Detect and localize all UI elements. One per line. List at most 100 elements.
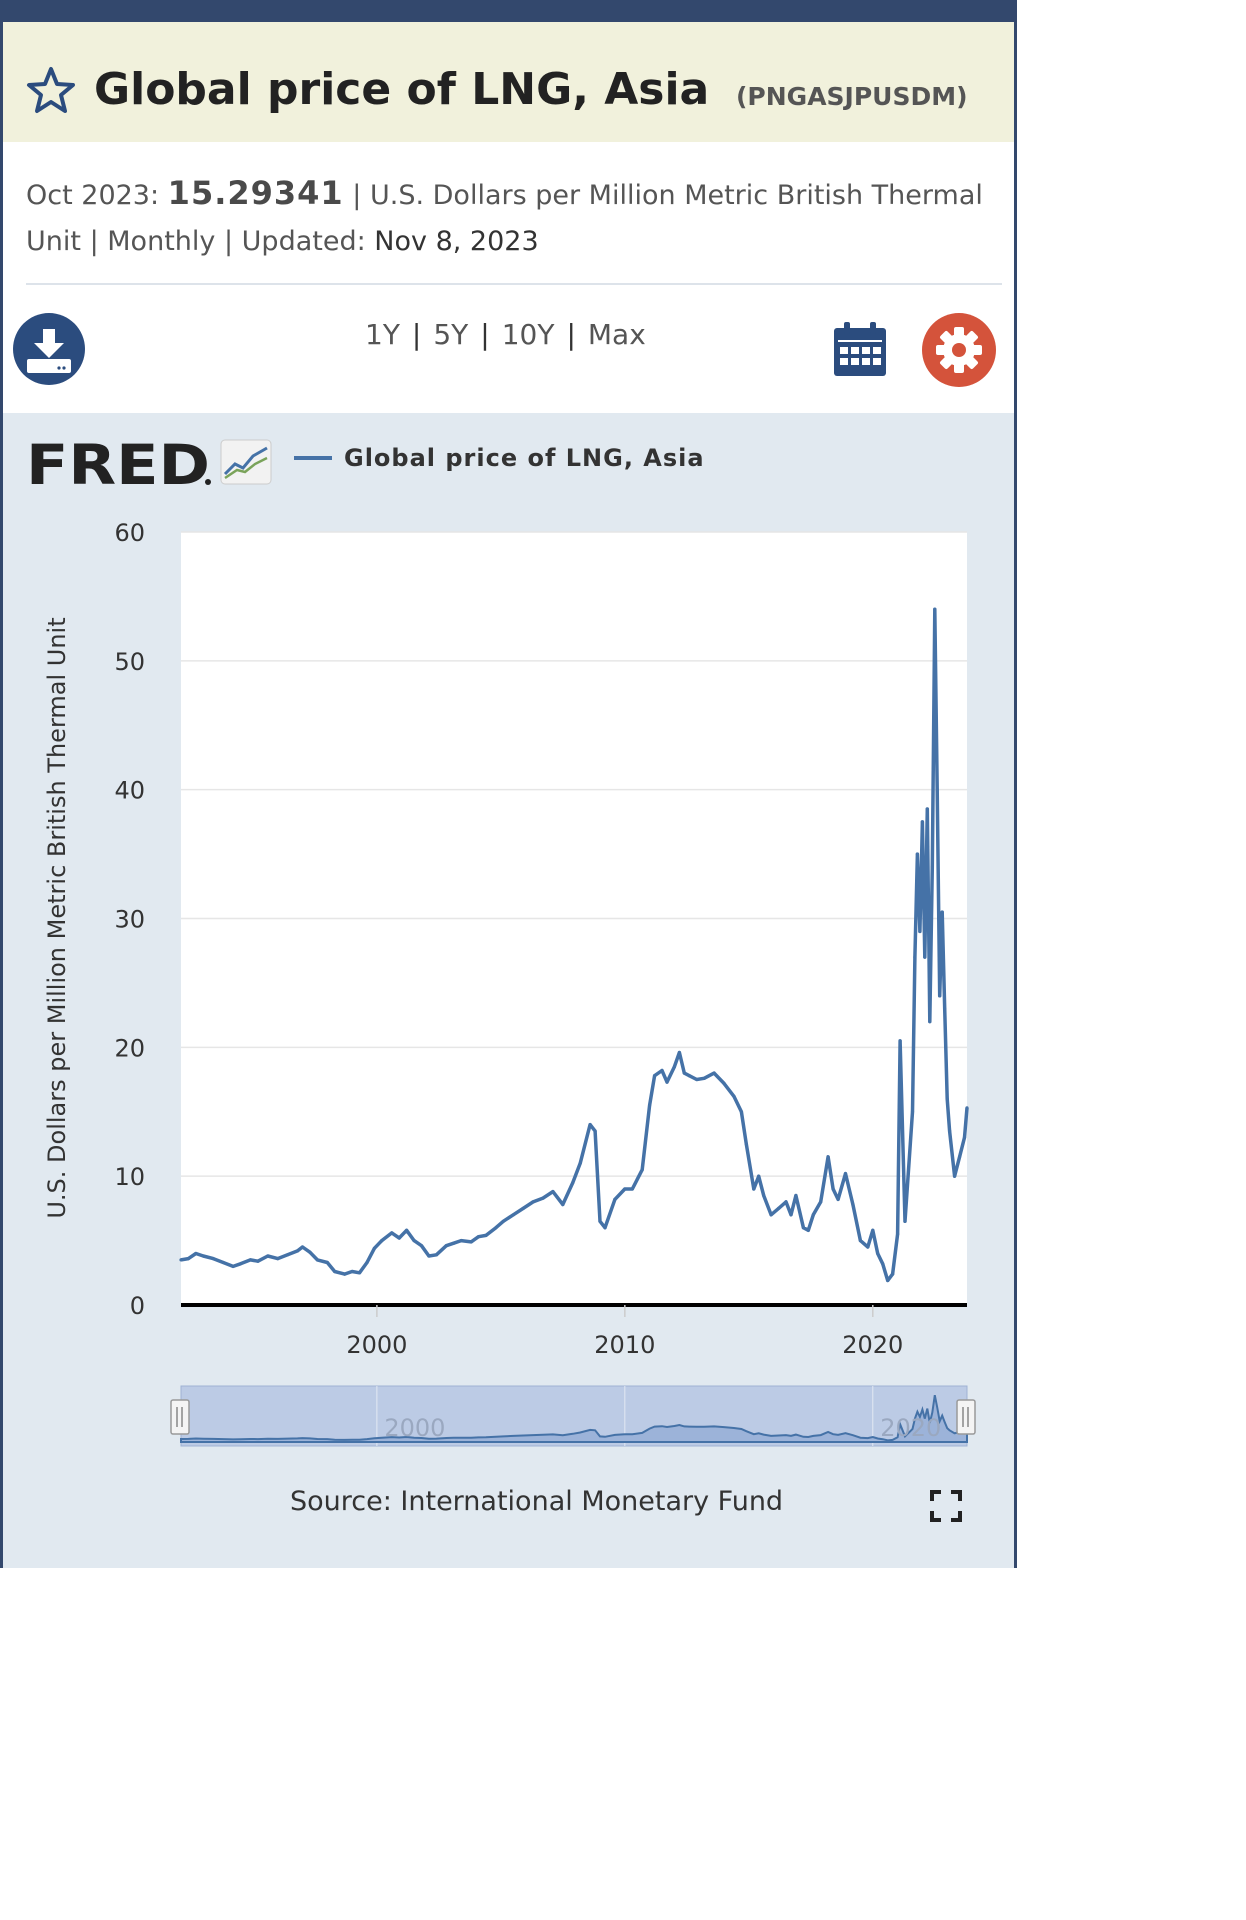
divider	[26, 283, 1002, 285]
data-point	[886, 1278, 890, 1283]
data-point	[953, 1174, 957, 1178]
range-5y[interactable]: 5Y	[433, 318, 469, 351]
data-point	[794, 1193, 798, 1198]
navigator-series	[180, 1395, 968, 1443]
latest-value: 15.29341	[167, 174, 344, 212]
data-point	[593, 1129, 597, 1133]
navigator-handle[interactable]	[956, 1399, 976, 1435]
data-point	[757, 1174, 761, 1178]
data-point	[476, 1235, 481, 1239]
navigator-handle[interactable]	[170, 1399, 190, 1435]
data-point	[744, 1142, 748, 1146]
y-tick-label: 50	[114, 648, 145, 676]
range-max[interactable]: Max	[587, 318, 646, 351]
range-nav: 1Y | 5Y | 10Y | Max	[365, 318, 646, 351]
data-point	[801, 1226, 806, 1230]
data-point	[571, 1181, 575, 1185]
data-point	[898, 1039, 902, 1043]
updated-value: Nov 8, 2023	[374, 226, 539, 257]
data-point	[896, 1232, 900, 1236]
units-label: U.S. Dollars per Million Metric British …	[26, 180, 983, 257]
data-point	[459, 1239, 463, 1243]
data-point	[915, 852, 920, 856]
data-point	[325, 1260, 329, 1265]
data-point	[866, 1245, 870, 1249]
chart-legend[interactable]: Global price of LNG, Asia	[294, 444, 705, 472]
calendar-icon[interactable]	[832, 320, 888, 378]
period-label: Oct 2023:	[26, 180, 160, 211]
data-point	[365, 1260, 369, 1265]
chart: 0 10 20 30 40 50 60 2000 2010 2020 2000 2020	[114, 519, 976, 1447]
source-note: Source: International Monetary Fund	[290, 1486, 784, 1517]
data-point	[806, 1228, 810, 1232]
download-button[interactable]	[13, 313, 85, 385]
data-point	[494, 1226, 498, 1230]
data-point	[648, 1103, 652, 1107]
title-band	[3, 22, 1014, 142]
data-point	[613, 1197, 617, 1201]
data-point	[938, 994, 942, 998]
data-point	[308, 1250, 312, 1254]
data-point	[752, 1187, 756, 1191]
data-point	[712, 1071, 716, 1075]
data-point	[876, 1251, 880, 1256]
data-point	[444, 1244, 448, 1248]
meta-separator: |	[89, 226, 99, 257]
data-point	[913, 955, 917, 959]
data-point	[221, 1260, 225, 1265]
range-10y[interactable]: 10Y	[501, 318, 555, 351]
data-point	[630, 1187, 634, 1191]
data-point	[769, 1213, 773, 1217]
range-1y[interactable]: 1Y	[365, 318, 400, 351]
left-frame-border	[0, 22, 3, 1568]
data-point	[672, 1065, 677, 1069]
data-point	[561, 1202, 565, 1207]
data-point	[777, 1206, 781, 1210]
data-point	[231, 1264, 235, 1268]
data-point	[551, 1190, 555, 1194]
series-line	[180, 607, 969, 1283]
data-point	[469, 1240, 473, 1244]
data-point	[903, 1219, 907, 1223]
data-point	[653, 1074, 657, 1078]
y-tick-label: 20	[114, 1034, 145, 1062]
y-tick-label: 10	[114, 1163, 145, 1191]
data-point	[380, 1239, 384, 1243]
range-separator: |	[411, 318, 422, 351]
data-point	[826, 1155, 830, 1159]
data-point	[300, 1245, 305, 1249]
meta-separator: |	[223, 226, 234, 257]
y-tick-label: 60	[114, 519, 145, 547]
series-id: (PNGASJPUSDM)	[736, 82, 968, 111]
data-point	[186, 1257, 190, 1261]
data-point	[531, 1200, 535, 1204]
data-point	[732, 1094, 736, 1098]
data-point	[722, 1081, 726, 1085]
x-tick-label: 2000	[346, 1331, 407, 1359]
data-point	[935, 788, 939, 792]
updated-label: Updated:	[241, 226, 366, 257]
data-point	[920, 820, 925, 824]
data-point	[945, 1097, 949, 1101]
frequency-label: Monthly	[107, 226, 216, 257]
data-point	[397, 1236, 401, 1240]
data-point	[598, 1219, 602, 1223]
data-point	[784, 1200, 788, 1204]
data-point	[266, 1254, 270, 1258]
data-point	[965, 1106, 969, 1110]
data-point	[958, 1155, 962, 1159]
data-point	[248, 1258, 252, 1262]
data-point	[179, 1258, 183, 1262]
settings-button[interactable]	[922, 313, 996, 387]
data-point	[811, 1213, 815, 1217]
data-point	[521, 1206, 525, 1210]
data-point	[789, 1213, 793, 1217]
data-point	[962, 1135, 967, 1140]
data-point	[256, 1259, 260, 1263]
data-point	[640, 1168, 644, 1172]
data-point	[588, 1123, 592, 1127]
fullscreen-icon[interactable]	[930, 1490, 962, 1522]
data-point	[603, 1226, 607, 1230]
data-point	[201, 1254, 205, 1258]
star-icon[interactable]	[26, 66, 76, 116]
